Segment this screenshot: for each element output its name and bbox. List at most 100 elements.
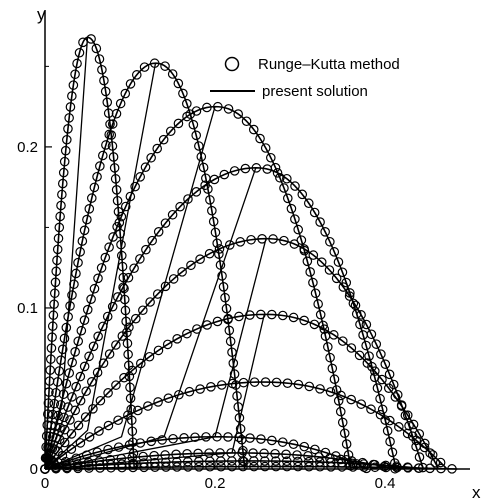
runge-kutta-marker — [286, 203, 297, 214]
runge-kutta-marker — [103, 388, 113, 398]
runge-kutta-marker — [97, 64, 107, 75]
runge-kutta-marker — [73, 257, 83, 268]
runge-kutta-marker — [259, 456, 270, 466]
runge-kutta-marker — [160, 218, 171, 228]
runge-kutta-marker — [296, 235, 307, 245]
runge-kutta-marker — [411, 441, 421, 452]
runge-kutta-marker — [131, 70, 142, 80]
runge-kutta-marker — [382, 426, 393, 436]
runge-kutta-marker — [75, 247, 85, 257]
runge-kutta-marker — [133, 405, 143, 416]
runge-kutta-marker — [84, 432, 95, 442]
runge-kutta-marker — [325, 352, 335, 363]
runge-kutta-marker — [206, 382, 216, 392]
runge-kutta-marker — [293, 224, 303, 235]
runge-kutta-marker — [191, 106, 202, 116]
runge-kutta-marker — [216, 380, 227, 390]
runge-kutta-marker — [57, 178, 68, 189]
runge-kutta-marker — [52, 255, 62, 266]
runge-kutta-marker — [414, 452, 425, 462]
runge-kutta-marker — [236, 434, 247, 445]
runge-kutta-marker — [58, 167, 69, 178]
runge-kutta-marker — [203, 184, 213, 194]
runge-kutta-marker — [270, 448, 280, 459]
runge-kutta-marker — [225, 336, 236, 347]
runge-kutta-marker — [86, 294, 96, 304]
runge-kutta-marker — [46, 343, 57, 353]
runge-kutta-marker — [277, 437, 288, 447]
runge-kutta-marker — [275, 172, 285, 183]
runge-kutta-marker — [331, 451, 341, 461]
runge-kutta-marker — [343, 450, 354, 460]
runge-kutta-marker — [113, 415, 123, 426]
runge-kutta-marker — [77, 236, 88, 246]
runge-kutta-marker — [346, 394, 357, 405]
runge-kutta-marker — [380, 359, 391, 369]
runge-kutta-marker — [354, 350, 365, 361]
runge-kutta-marker — [59, 333, 70, 344]
y-tick-label: 0.1 — [17, 300, 38, 317]
runge-kutta-marker — [157, 435, 167, 445]
runge-kutta-marker — [372, 383, 383, 393]
runge-kutta-marker — [100, 86, 111, 97]
runge-kutta-marker — [41, 431, 52, 441]
runge-kutta-marker — [331, 273, 342, 284]
runge-kutta-marker — [72, 58, 82, 69]
runge-kutta-marker — [281, 449, 291, 460]
runge-kutta-marker — [75, 395, 86, 406]
runge-kutta-marker — [315, 309, 326, 320]
runge-kutta-marker — [68, 80, 79, 90]
runge-kutta-marker — [129, 263, 139, 274]
runge-kutta-marker — [320, 447, 331, 458]
runge-kutta-marker — [107, 301, 118, 312]
runge-kutta-marker — [153, 397, 163, 407]
runge-kutta-marker — [82, 304, 93, 315]
runge-kutta-marker — [337, 336, 348, 346]
runge-kutta-marker — [379, 461, 390, 472]
runge-kutta-marker — [182, 98, 192, 109]
runge-kutta-marker — [389, 458, 400, 468]
runge-kutta-marker — [219, 169, 230, 180]
runge-kutta-marker — [304, 381, 315, 392]
runge-kutta-marker — [345, 460, 356, 471]
runge-kutta-marker — [402, 462, 413, 472]
runge-kutta-marker — [150, 457, 160, 468]
runge-kutta-marker — [184, 386, 195, 397]
runge-kutta-marker — [57, 344, 68, 355]
runge-kutta-marker — [165, 126, 176, 137]
runge-kutta-marker — [430, 457, 441, 468]
runge-kutta-marker — [314, 457, 325, 467]
runge-kutta-marker — [205, 195, 215, 205]
runge-kutta-marker — [282, 378, 293, 388]
runge-kutta-marker — [329, 247, 340, 257]
runge-kutta-marker — [290, 181, 300, 191]
runge-kutta-marker — [293, 461, 303, 472]
axes — [44, 10, 470, 470]
runge-kutta-marker — [63, 402, 73, 412]
runge-kutta-marker — [288, 439, 299, 450]
legend: Runge–Kutta method present solution — [210, 56, 400, 100]
runge-kutta-marker — [120, 305, 131, 316]
runge-kutta-marker — [186, 260, 196, 271]
runge-kutta-marker — [270, 162, 281, 173]
runge-kutta-marker — [153, 345, 164, 356]
runge-kutta-marker — [64, 368, 75, 378]
runge-kutta-marker — [113, 442, 124, 452]
runge-kutta-marker — [202, 320, 212, 330]
runge-kutta-marker — [213, 101, 223, 112]
runge-kutta-marker — [297, 189, 308, 200]
runge-kutta-marker — [89, 283, 100, 294]
runge-kutta-marker — [215, 260, 226, 270]
runge-kutta-marker — [47, 321, 58, 332]
runge-kutta-marker — [111, 380, 121, 390]
runge-kutta-marker — [127, 365, 138, 376]
runge-kutta-marker — [337, 267, 348, 278]
runge-kutta-marker — [196, 151, 207, 162]
runge-kutta-marker — [346, 343, 357, 353]
runge-kutta-marker — [271, 377, 282, 388]
runge-kutta-marker — [138, 305, 148, 316]
runge-kutta-marker — [67, 290, 77, 300]
runge-kutta-marker — [214, 249, 224, 259]
runge-kutta-marker — [235, 423, 246, 434]
runge-kutta-marker — [361, 340, 371, 351]
